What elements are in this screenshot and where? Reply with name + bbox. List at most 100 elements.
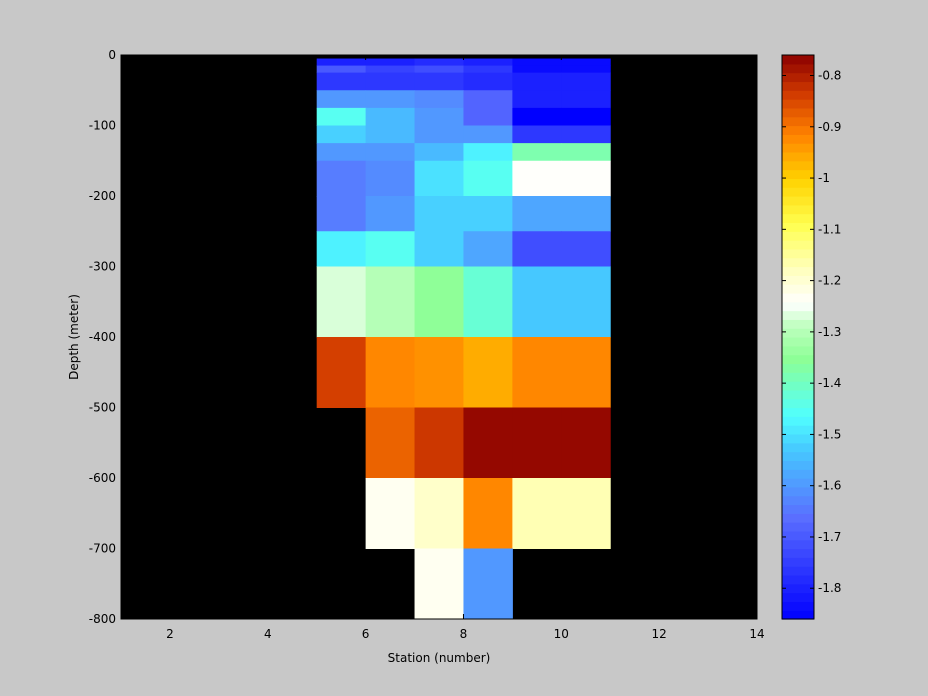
- heatmap-cell: [365, 125, 416, 144]
- heatmap-cell: [316, 231, 367, 267]
- y-axis-ticks: 0 -100 -200 -300 -400 -500 -600 -700 -800: [89, 48, 757, 626]
- colorbar-segment: [782, 151, 814, 162]
- heatmap-cell: [561, 143, 611, 162]
- colorbar-segment: [782, 301, 814, 312]
- y-tick-label: -100: [89, 119, 116, 133]
- heatmap-cell: [561, 196, 611, 232]
- colorbar-segment: [782, 530, 814, 541]
- heatmap-cell: [414, 107, 464, 126]
- colorbar-segment: [782, 99, 814, 109]
- heatmap-cell: [463, 231, 513, 267]
- heatmap-cell: [463, 65, 513, 74]
- heatmap-cell: [561, 160, 611, 197]
- colorbar-segment: [782, 513, 814, 523]
- colorbar-segment: [782, 55, 814, 65]
- heatmap-cell: [463, 407, 513, 479]
- heatmap-cell: [365, 478, 416, 549]
- heatmap-cell: [561, 72, 611, 91]
- heatmap-cell: [316, 196, 367, 232]
- colorbar-segment: [782, 328, 814, 338]
- heatmap-cell: [463, 196, 513, 232]
- heatmap-cell: [463, 107, 513, 126]
- colorbar-segment: [782, 416, 814, 426]
- heatmap-cell: [512, 407, 562, 479]
- colorbar-segment: [782, 601, 814, 611]
- y-tick-label: -700: [89, 542, 116, 556]
- heatmap-cell: [414, 58, 464, 67]
- colorbar-tick-label: -1.5: [818, 427, 841, 441]
- heatmap-cell: [512, 65, 562, 74]
- heatmap-cell: [365, 107, 416, 126]
- heatmap-cell: [512, 125, 562, 144]
- colorbar-segment: [782, 116, 814, 127]
- colorbar-segment: [782, 125, 814, 135]
- heatmap-cell: [316, 72, 367, 91]
- colorbar-segment: [782, 398, 814, 409]
- colorbar-tick-label: -1.3: [818, 325, 841, 339]
- y-tick-label: -600: [89, 471, 116, 485]
- heatmap-cell: [512, 160, 562, 197]
- colorbar-segment: [782, 433, 814, 444]
- colorbar-segment: [782, 196, 814, 206]
- heatmap-cell: [316, 107, 367, 126]
- colorbar-segment: [782, 610, 814, 620]
- y-tick-label: 0: [108, 48, 116, 62]
- heatmap-cell: [463, 58, 513, 67]
- heatmap-cell: [561, 107, 611, 126]
- heatmap-cell: [463, 72, 513, 91]
- heatmap-cell: [512, 58, 562, 67]
- colorbar-segment: [782, 372, 814, 382]
- heatmap-cell: [512, 196, 562, 232]
- heatmap-cell: [365, 72, 416, 91]
- heatmap-cells: [316, 58, 611, 620]
- colorbar-segment: [782, 72, 814, 83]
- heatmap-cell: [316, 266, 367, 338]
- heatmap-cell: [512, 478, 562, 549]
- colorbar-segment: [782, 169, 814, 179]
- colorbar-ticks: -0.8 -0.9 -1 -1.1 -1.2 -1.3 -1.4 -1.5 -1.6 -1.7 -1…: [782, 69, 841, 595]
- x-tick-label: 12: [652, 627, 667, 641]
- heatmap-cell: [512, 72, 562, 91]
- colorbar-segment: [782, 231, 814, 241]
- heatmap-cell: [316, 58, 367, 67]
- heatmap-cell: [316, 160, 367, 197]
- heatmap-cell: [365, 337, 416, 408]
- colorbar-segment: [782, 240, 814, 250]
- heatmap-cell: [365, 231, 416, 267]
- y-tick-label: -800: [89, 612, 116, 626]
- colorbar-segment: [782, 143, 814, 153]
- colorbar-segment: [782, 548, 814, 558]
- x-tick-label: 4: [264, 627, 272, 641]
- heatmap-cell: [463, 478, 513, 549]
- heatmap-cell: [365, 160, 416, 197]
- colorbar-segment: [782, 504, 814, 514]
- colorbar-segment: [782, 389, 814, 400]
- y-tick-label: -200: [89, 189, 116, 203]
- colorbar-tick-label: -1: [818, 171, 830, 185]
- colorbar-tick-label: -1.7: [818, 530, 841, 544]
- colorbar-segment: [782, 557, 814, 567]
- heatmap-cell: [463, 125, 513, 144]
- heatmap-cell: [365, 266, 416, 338]
- colorbar-tick-label: -0.9: [818, 120, 841, 134]
- heatmap-cell: [463, 143, 513, 162]
- colorbar-segment: [782, 460, 814, 470]
- colorbar-segment: [782, 478, 814, 488]
- heatmap-cell: [316, 337, 367, 408]
- heatmap-cell: [561, 125, 611, 144]
- colorbar-segment: [782, 337, 814, 347]
- heatmap-cell: [561, 478, 611, 549]
- colorbar-segment: [782, 257, 814, 268]
- heatmap-cell: [512, 337, 562, 408]
- colorbar-segment: [782, 451, 814, 461]
- colorbar-segment: [782, 275, 814, 285]
- heatmap-cell: [512, 143, 562, 162]
- x-tick-label: 14: [749, 627, 764, 641]
- heatmap-cell: [365, 65, 416, 74]
- x-tick-label: 8: [460, 627, 468, 641]
- x-axis-ticks: 2 4 6 8 10 12 14: [166, 55, 765, 641]
- colorbar-tick-label: -1.6: [818, 479, 841, 493]
- heatmap-cell: [414, 65, 464, 74]
- colorbar-segment: [782, 204, 814, 215]
